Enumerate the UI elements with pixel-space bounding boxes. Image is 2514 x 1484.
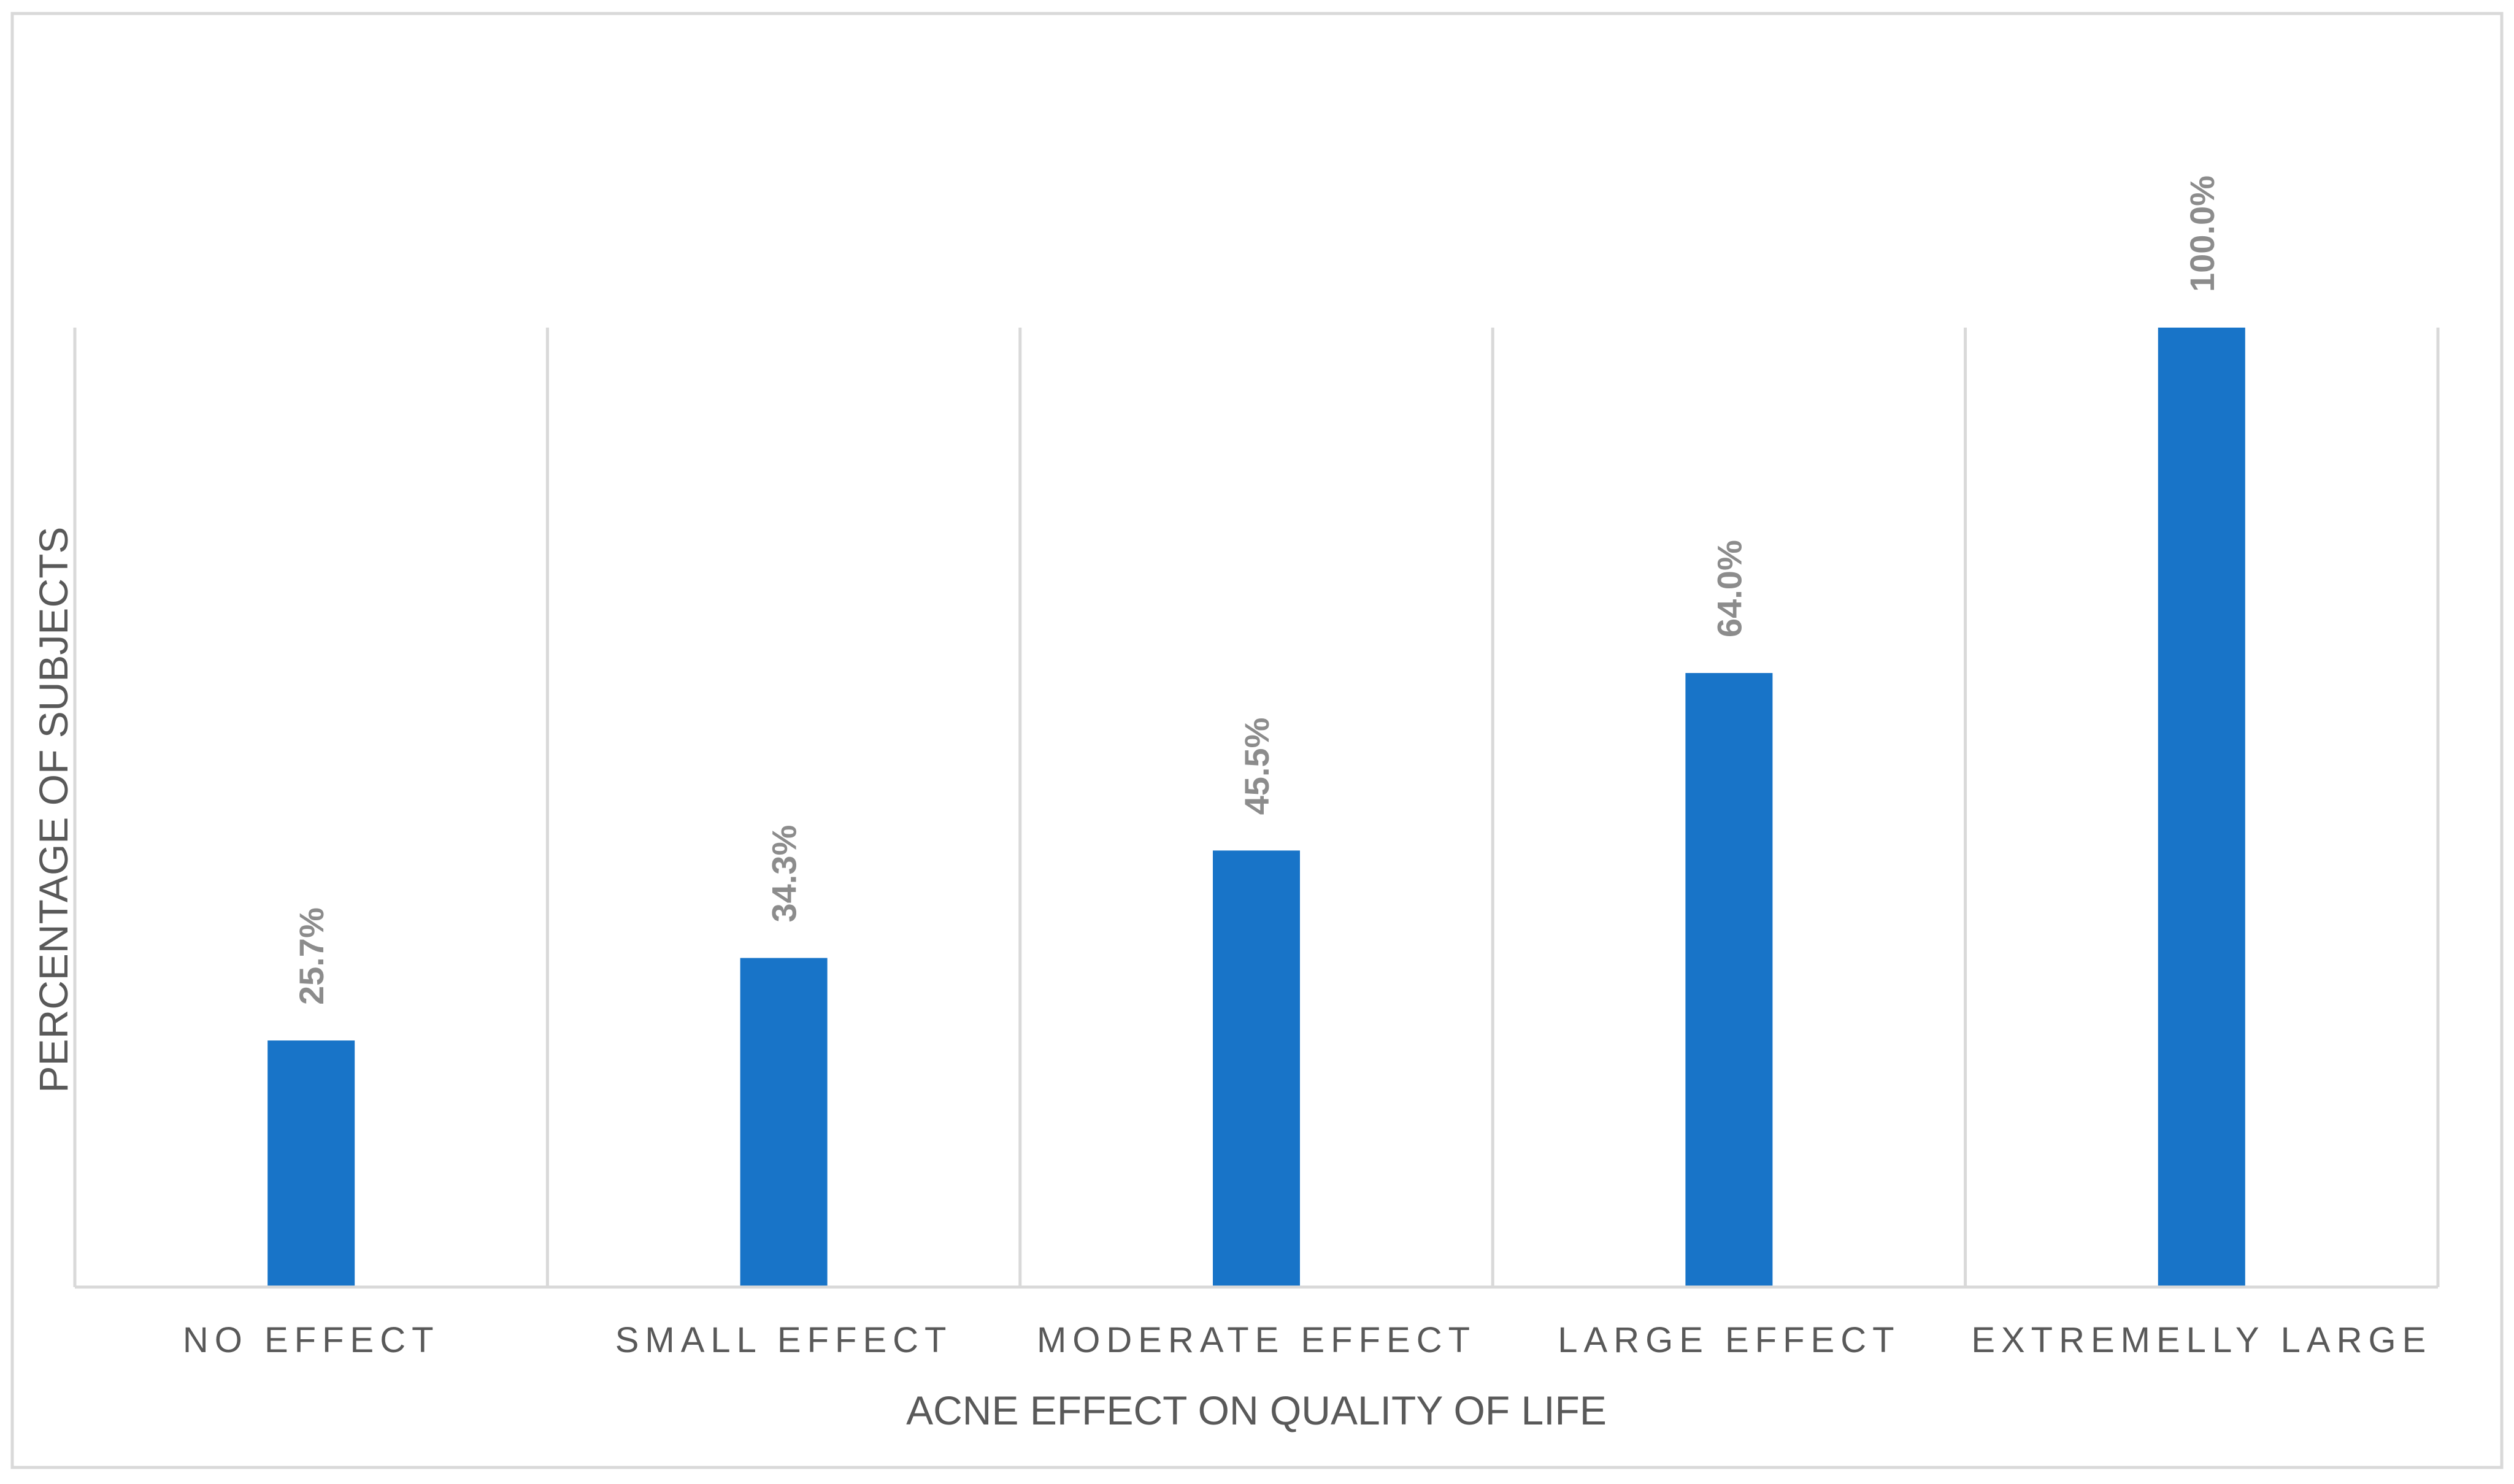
bar [2158,328,2245,1287]
data-label: 34.3% [765,825,804,923]
y-axis-title: PERCENTAGE OF SUBJECTS [31,527,76,1093]
x-tick-label: MODERATE EFFECT [1037,1320,1476,1360]
data-label: 25.7% [292,907,331,1005]
x-axis-title: ACNE EFFECT ON QUALITY OF LIFE [906,1388,1607,1433]
data-label: 100.0% [2183,175,2221,292]
gridlines [73,328,2440,1287]
x-tick-label: EXTREMELLY LARGE [1971,1320,2432,1360]
data-label: 45.5% [1237,718,1276,815]
x-axis-tick-labels: NO EFFECT SMALL EFFECT MODERATE EFFECT LARG… [183,1320,2432,1360]
data-labels: 25.7% 34.3% 45.5% 64.0% 100.0% [292,175,2221,1005]
bar [267,1040,355,1287]
bar [1685,673,1773,1287]
bar [740,958,828,1287]
bars [267,328,2245,1287]
x-tick-label: SMALL EFFECT [615,1320,953,1360]
data-label: 64.0% [1710,540,1748,637]
x-tick-label: LARGE EFFECT [1558,1320,1900,1360]
bar [1213,850,1300,1287]
x-tick-label: NO EFFECT [183,1320,440,1360]
